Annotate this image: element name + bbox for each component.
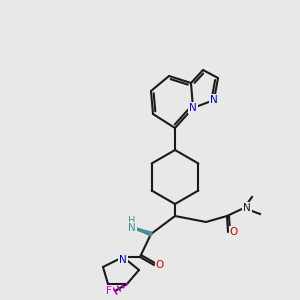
Text: N: N: [189, 103, 197, 113]
Polygon shape: [134, 228, 152, 236]
Text: H: H: [128, 216, 136, 226]
Text: N: N: [243, 203, 251, 213]
Text: O: O: [230, 227, 238, 237]
Text: F: F: [106, 286, 112, 296]
Text: N: N: [119, 255, 127, 265]
Text: O: O: [156, 260, 164, 270]
Text: N: N: [128, 223, 136, 233]
Text: N: N: [210, 95, 218, 105]
